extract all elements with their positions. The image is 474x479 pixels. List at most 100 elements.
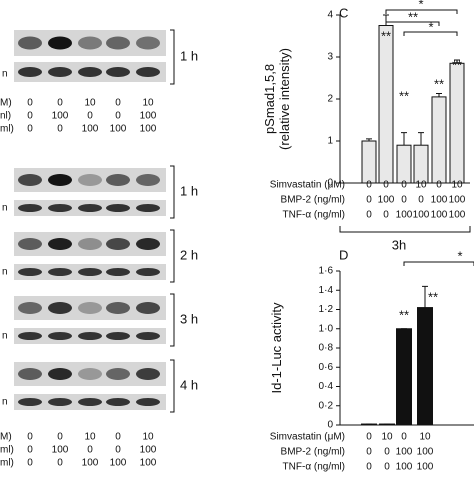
condition-label: Simvastatin (μM) <box>270 432 345 443</box>
band <box>48 268 72 276</box>
condition-value: 0 <box>383 210 389 221</box>
condition-value: 0 <box>366 195 372 206</box>
condition-value: 100 <box>140 124 157 135</box>
significance: ** <box>452 57 462 72</box>
band <box>106 238 130 250</box>
condition-value: 100 <box>431 195 448 206</box>
significance: ** <box>381 28 391 43</box>
condition-value: 0 <box>115 445 121 456</box>
band <box>136 238 160 250</box>
bracket <box>170 293 175 347</box>
condition-value: 0 <box>27 124 33 135</box>
condition-label: nl) <box>0 111 11 122</box>
band <box>18 368 42 380</box>
row-label: n <box>2 69 8 80</box>
condition-value: 10 <box>84 98 96 109</box>
condition-value: 0 <box>384 447 390 458</box>
condition-value: 100 <box>396 210 413 221</box>
condition-value: 100 <box>82 124 99 135</box>
y-tick-label: 0 <box>327 178 333 189</box>
bar <box>417 307 433 426</box>
y-tick-label: 0·4 <box>319 381 334 392</box>
band <box>78 302 102 314</box>
panel-letter: D <box>339 247 348 262</box>
condition-value: 0 <box>401 180 407 191</box>
condition-value: 0 <box>57 432 63 443</box>
band <box>106 332 130 340</box>
y-tick-label: 3 <box>327 52 333 63</box>
bracket <box>170 165 175 219</box>
band <box>48 238 72 250</box>
band <box>18 302 42 314</box>
condition-value: 100 <box>449 195 466 206</box>
band <box>136 332 160 340</box>
condition-value: 10 <box>419 432 431 443</box>
y-label-line: (relative intensity) <box>277 48 292 150</box>
y-tick-label: 0 <box>327 420 333 431</box>
y-tick-label: 0·6 <box>319 362 334 373</box>
band <box>78 368 102 380</box>
band <box>48 204 72 212</box>
band <box>136 204 160 212</box>
condition-value: 0 <box>401 195 407 206</box>
time-label: 3 h <box>180 311 198 326</box>
significance: ** <box>408 9 418 24</box>
bar <box>396 328 412 426</box>
band <box>136 174 160 186</box>
time-label: 4 h <box>180 377 198 392</box>
condition-value: 10 <box>142 98 154 109</box>
condition-value: 100 <box>417 447 434 458</box>
band <box>106 204 130 212</box>
band <box>18 36 42 50</box>
band <box>78 268 102 276</box>
error-bar <box>401 132 407 146</box>
condition-label: BMP-2 (ng/ml) <box>281 447 345 458</box>
band <box>18 204 42 212</box>
condition-value: 0 <box>436 180 442 191</box>
band <box>18 238 42 250</box>
condition-value: 0 <box>366 432 372 443</box>
condition-value: 100 <box>140 445 157 456</box>
condition-value: 10 <box>381 432 393 443</box>
band <box>136 398 160 406</box>
significance: ** <box>434 76 444 91</box>
bar <box>413 144 429 184</box>
condition-value: 0 <box>401 432 407 443</box>
band <box>48 332 72 340</box>
band <box>78 398 102 406</box>
y-axis-label: pSmad1,5,8(relative intensity) <box>262 48 292 150</box>
y-tick-label: 1·6 <box>319 266 334 277</box>
condition-value: 10 <box>84 432 96 443</box>
condition-value: 0 <box>366 447 372 458</box>
condition-value: 100 <box>396 462 413 473</box>
condition-value: 100 <box>449 210 466 221</box>
y-tick-label: 4 <box>327 10 333 21</box>
band <box>106 368 130 380</box>
bracket <box>170 359 175 413</box>
condition-value: 0 <box>115 111 121 122</box>
band <box>18 268 42 276</box>
condition-value: 0 <box>384 462 390 473</box>
condition-value: 0 <box>115 98 121 109</box>
condition-value: 100 <box>417 462 434 473</box>
band <box>78 238 102 250</box>
condition-value: 100 <box>110 458 127 469</box>
band <box>48 174 72 186</box>
group-label: 3h <box>392 237 406 252</box>
band <box>48 368 72 380</box>
band <box>78 36 102 50</box>
band <box>78 332 102 340</box>
band <box>48 302 72 314</box>
condition-value: 0 <box>87 445 93 456</box>
condition-value: 0 <box>366 180 372 191</box>
condition-label: ml) <box>0 458 14 469</box>
band <box>18 174 42 186</box>
band <box>136 302 160 314</box>
bar <box>396 144 412 184</box>
row-label: n <box>2 203 8 214</box>
significance: * <box>457 248 462 263</box>
y-tick-label: 1 <box>327 136 333 147</box>
significance: ** <box>399 88 409 103</box>
band <box>78 67 102 77</box>
band <box>78 204 102 212</box>
